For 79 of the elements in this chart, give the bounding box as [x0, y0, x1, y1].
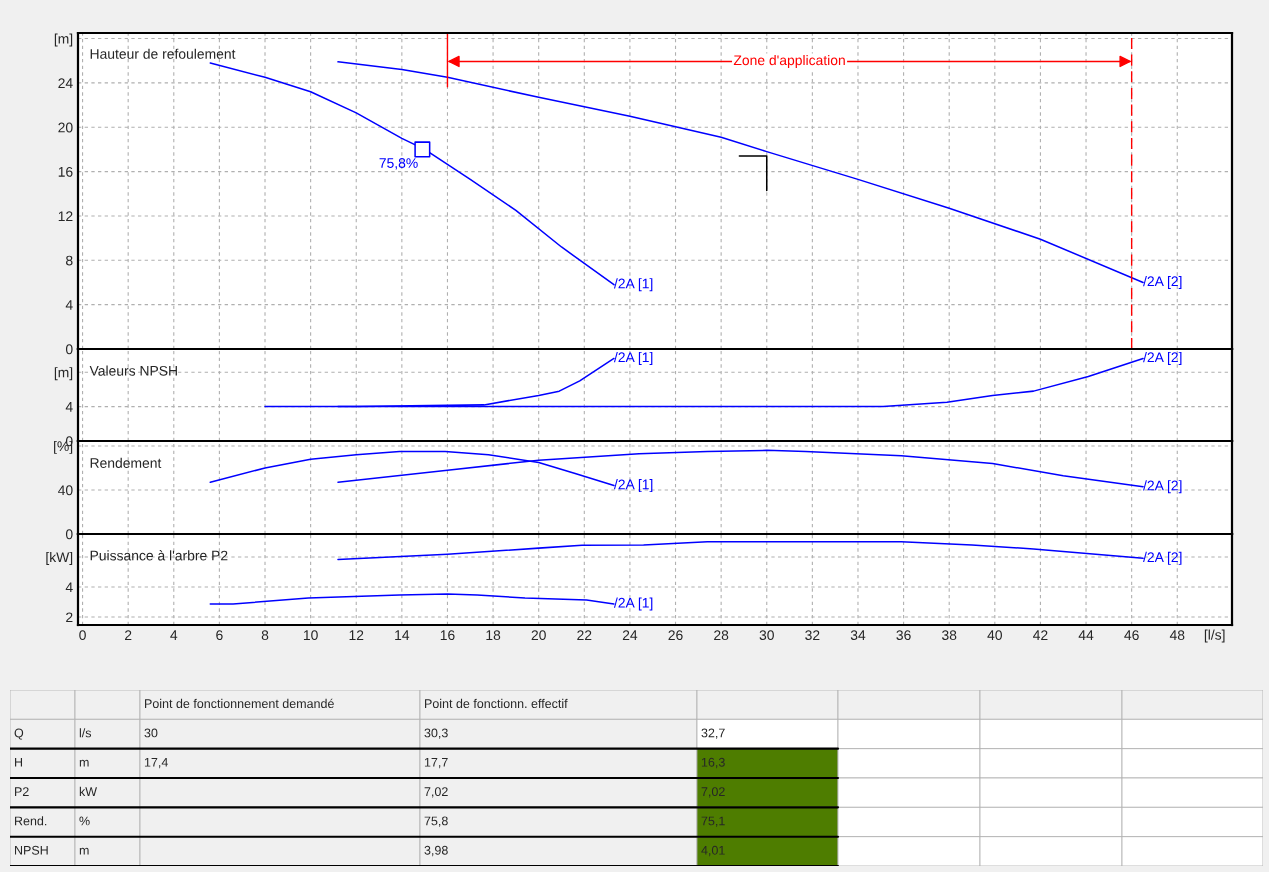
- text: 7,02: [701, 787, 725, 798]
- text: 75,8: [424, 816, 448, 827]
- x-tick-label: 14: [395, 630, 410, 640]
- x-tick-label: 38: [942, 630, 957, 641]
- text: P2: [15, 787, 29, 796]
- x-tick-label: 46: [1124, 630, 1139, 641]
- text: Hauteur de refoulement: [90, 48, 236, 59]
- text: Rend.: [15, 816, 47, 826]
- text: 17,7: [424, 757, 448, 769]
- text: Rendement: [90, 457, 162, 468]
- text: 17,4: [144, 757, 168, 769]
- text: 7,02: [424, 787, 448, 798]
- y-tick-label: 16: [58, 166, 73, 177]
- series-label: /2A [1]: [613, 479, 653, 493]
- annotation: 75,8%: [379, 158, 418, 170]
- series-label: /2A [1]: [613, 278, 653, 292]
- x-tick-label: 2: [125, 630, 132, 640]
- text: 4,01: [701, 845, 725, 857]
- text: 32,7: [701, 728, 725, 739]
- text: 30: [144, 728, 158, 738]
- x-tick-label: 18: [486, 630, 501, 641]
- annotation: Zone d'application: [733, 54, 845, 68]
- series-label: /2A [2]: [1143, 480, 1182, 494]
- y-tick-label: [m]: [54, 33, 73, 47]
- text: 75,1: [701, 816, 725, 827]
- text: Point de fonctionnement demandé: [145, 698, 334, 709]
- x-tick-label: 22: [577, 630, 592, 640]
- x-tick-label: 8: [261, 630, 269, 641]
- x-tick-label: 10: [303, 630, 318, 641]
- text: l/s: [79, 728, 92, 738]
- x-tick-label: 48: [1169, 630, 1185, 641]
- series-label: /2A [2]: [1143, 351, 1182, 365]
- text: kW: [79, 786, 98, 796]
- text: Point de fonctionn. effectif: [425, 698, 568, 709]
- y-tick-label: 4: [65, 402, 73, 412]
- text: m: [79, 847, 89, 855]
- x-tick-label: 6: [216, 630, 223, 641]
- text: 3,98: [424, 845, 448, 857]
- y-tick-label: 24: [58, 78, 73, 88]
- x-tick-label: 26: [668, 630, 683, 641]
- x-tick-label: 30: [759, 630, 774, 641]
- y-tick-label: 0: [65, 344, 73, 355]
- x-tick-label: 0: [79, 630, 86, 641]
- text: Q: [14, 728, 24, 740]
- y-tick-label: 4: [65, 300, 73, 310]
- x-tick-label: 32: [805, 630, 820, 641]
- x-tick-label: 20: [531, 630, 546, 641]
- y-tick-label: 20: [58, 122, 73, 133]
- x-tick-label: 4: [170, 630, 178, 640]
- x-axis-title: [l/s]: [1204, 629, 1225, 643]
- y-tick-label: [m]: [54, 367, 73, 381]
- x-tick-label: 44: [1078, 630, 1094, 640]
- x-tick-label: 36: [896, 630, 911, 641]
- y-tick-label: 12: [58, 211, 73, 221]
- text: H: [15, 757, 23, 767]
- text: m: [79, 759, 89, 767]
- x-tick-label: 16: [440, 630, 455, 641]
- x-tick-label: 24: [622, 630, 638, 640]
- series-label: /2A [2]: [1143, 276, 1182, 289]
- text: 30,3: [424, 728, 448, 739]
- x-tick-label: 42: [1033, 630, 1048, 640]
- y-tick-label: 0: [65, 529, 73, 540]
- x-tick-label: 40: [987, 630, 1002, 641]
- x-tick-label: 34: [850, 630, 866, 641]
- text: Puissance à l'arbre P2: [90, 550, 228, 561]
- y-tick-label: 8: [66, 255, 73, 266]
- series-label: /2A [1]: [613, 597, 653, 611]
- y-tick-label: 40: [58, 485, 73, 496]
- series-label: /2A [1]: [613, 351, 653, 365]
- y-tick-label: [kW]: [46, 551, 73, 565]
- text: 16,3: [701, 757, 725, 769]
- y-tick-label: 2: [66, 612, 73, 623]
- text: %: [79, 816, 90, 826]
- x-tick-label: 28: [714, 630, 729, 641]
- text: Valeurs NPSH: [89, 365, 177, 376]
- x-tick-label: 12: [349, 630, 364, 640]
- text: NPSH: [15, 845, 48, 855]
- series-label: /2A [2]: [1143, 551, 1182, 565]
- y-tick-label: 4: [65, 582, 73, 593]
